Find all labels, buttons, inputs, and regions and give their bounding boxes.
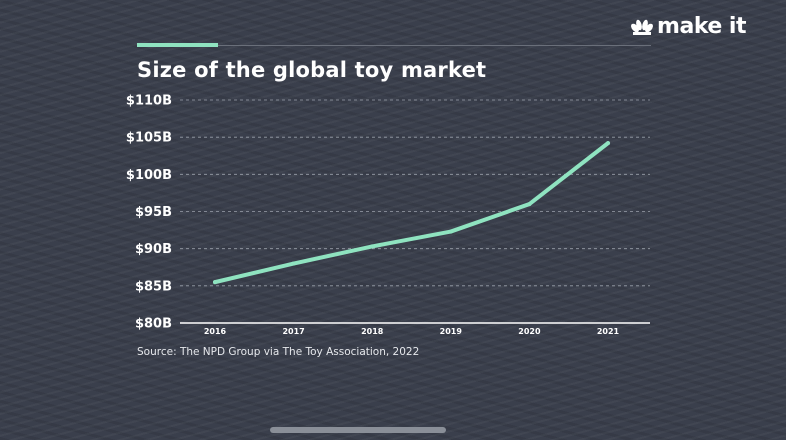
- x-tick-label: 2019: [440, 327, 463, 336]
- y-tick-label: $105B: [126, 131, 172, 146]
- x-tick-label: 2018: [361, 327, 384, 336]
- x-tick-label: 2016: [204, 327, 227, 336]
- data-point: [291, 261, 296, 266]
- y-tick-label: $80B: [135, 317, 172, 332]
- y-tick-label: $95B: [135, 205, 172, 220]
- brand-text: make it: [657, 14, 746, 39]
- header-accent-bar: [137, 43, 218, 47]
- data-point: [213, 280, 217, 285]
- data-point: [527, 202, 532, 207]
- header-divider: [137, 45, 651, 46]
- series-line: [213, 141, 610, 285]
- chart-source: Source: The NPD Group via The Toy Associ…: [137, 346, 420, 358]
- peacock-logo-icon: [631, 19, 653, 35]
- data-point: [448, 229, 453, 234]
- brand-logo: make it: [631, 14, 746, 39]
- data-point: [370, 244, 375, 249]
- y-tick-label: $100B: [126, 168, 172, 183]
- x-tick-label: 2020: [518, 327, 541, 336]
- y-tick-label: $90B: [135, 242, 172, 257]
- chart-title: Size of the global toy market: [137, 58, 487, 82]
- y-tick-label: $85B: [135, 279, 172, 294]
- y-tick-label: $110B: [126, 94, 172, 109]
- x-tick-label: 2017: [282, 327, 304, 336]
- home-indicator[interactable]: [270, 427, 446, 433]
- x-tick-label: 2021: [597, 327, 620, 336]
- data-point: [606, 141, 610, 146]
